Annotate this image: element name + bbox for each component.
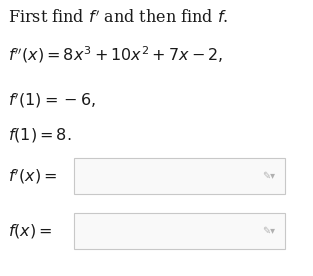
FancyBboxPatch shape bbox=[74, 158, 285, 194]
Text: ✎▾: ✎▾ bbox=[262, 226, 275, 236]
Text: $f(x) =$: $f(x) =$ bbox=[8, 222, 53, 240]
Text: $f(1) = 8.$: $f(1) = 8.$ bbox=[8, 126, 71, 144]
Text: ✎▾: ✎▾ bbox=[262, 171, 275, 181]
Text: $f'(1) = -6,$: $f'(1) = -6,$ bbox=[8, 91, 96, 110]
Text: First find $f'$ and then find $f$.: First find $f'$ and then find $f$. bbox=[8, 10, 228, 27]
Text: $f'(x) =$: $f'(x) =$ bbox=[8, 166, 57, 186]
Text: $f''(x) = 8x^3 + 10x^2 + 7x - 2,$: $f''(x) = 8x^3 + 10x^2 + 7x - 2,$ bbox=[8, 44, 223, 65]
FancyBboxPatch shape bbox=[74, 213, 285, 249]
